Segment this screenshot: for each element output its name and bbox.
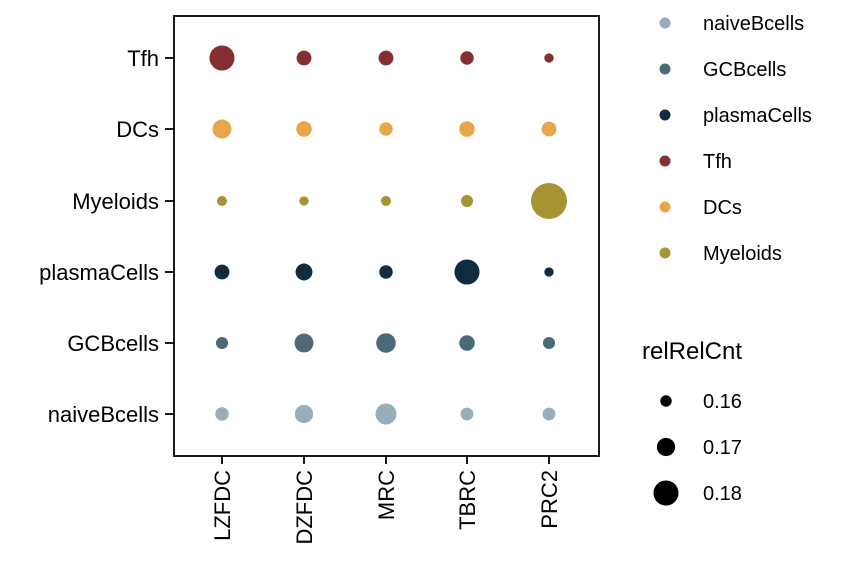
point-naivebcells-dzfdc: [294, 404, 314, 424]
legend-label-plasmacells: plasmaCells: [703, 105, 812, 127]
point-dcs-prc2: [541, 121, 557, 137]
legend-label-dcs: DCs: [703, 197, 742, 219]
size-legend-title: relRelCnt: [642, 338, 742, 365]
point-naivebcells-tbrc: [460, 407, 474, 421]
point-plasmacells-tbrc: [454, 259, 480, 285]
legend-key-myeloids: [659, 247, 671, 259]
point-myeloids-prc2: [531, 183, 567, 219]
size-key-2: [656, 437, 676, 457]
point-tfh-mrc: [378, 50, 394, 66]
legend-key-tfh: [659, 155, 671, 167]
point-gcbcells-mrc: [376, 333, 396, 353]
point-tfh-dzfdc: [296, 50, 312, 66]
point-naivebcells-mrc: [375, 403, 397, 425]
legend-label-naivebcells: naiveBcells: [703, 13, 804, 35]
point-gcbcells-tbrc: [459, 335, 475, 351]
point-myeloids-lzfdc: [216, 195, 228, 207]
point-plasmacells-dzfdc: [295, 263, 313, 281]
legend-label-myeloids: Myeloids: [703, 243, 782, 265]
point-dcs-dzfdc: [296, 121, 312, 137]
y-tick-label-gcbcells: GCBcells: [67, 331, 159, 356]
y-tick-label-dcs: DCs: [116, 117, 159, 142]
point-dcs-mrc: [379, 122, 393, 136]
size-label-3: 0.18: [703, 483, 742, 505]
point-gcbcells-prc2: [542, 336, 556, 350]
point-plasmacells-prc2: [544, 267, 554, 277]
legend-key-dcs: [659, 201, 671, 213]
size-label-1: 0.16: [703, 391, 742, 413]
point-dcs-lzfdc: [212, 119, 232, 139]
data-points: [209, 45, 567, 425]
point-gcbcells-dzfdc: [294, 333, 314, 353]
point-myeloids-dzfdc: [299, 196, 309, 206]
point-myeloids-tbrc: [460, 194, 474, 208]
size-legend: relRelCnt 0.16 0.17 0.18: [642, 338, 742, 506]
point-plasmacells-lzfdc: [214, 264, 230, 280]
y-tick-label-tfh: Tfh: [127, 46, 159, 71]
x-tick-label-lzfdc: LZFDC: [210, 470, 235, 541]
y-tick-label-plasmacells: plasmaCells: [39, 260, 159, 285]
point-dcs-tbrc: [459, 121, 475, 137]
legend-key-plasmacells: [659, 109, 671, 121]
x-tick-label-dzfdc: DZFDC: [292, 470, 317, 545]
size-key-1: [660, 395, 672, 407]
size-key-3: [653, 480, 679, 506]
x-tick-label-mrc: MRC: [374, 470, 399, 520]
size-label-2: 0.17: [703, 437, 742, 459]
color-legend: naiveBcells GCBcells plasmaCells Tfh DCs Myel…: [659, 13, 812, 265]
plot-panel: [173, 15, 600, 457]
point-tfh-tbrc: [460, 51, 474, 65]
point-plasmacells-mrc: [379, 265, 393, 279]
legend-label-tfh: Tfh: [703, 151, 732, 173]
y-axis: naiveBcells GCBcells plasmaCells Myeloids DC…: [39, 46, 174, 427]
legend-key-gcbcells: [659, 63, 671, 75]
point-myeloids-mrc: [380, 195, 392, 207]
x-tick-label-prc2: PRC2: [537, 470, 562, 529]
point-naivebcells-lzfdc: [215, 407, 229, 421]
point-naivebcells-prc2: [542, 407, 556, 421]
point-tfh-prc2: [544, 53, 554, 63]
legend-label-gcbcells: GCBcells: [703, 59, 786, 81]
y-tick-label-myeloids: Myeloids: [72, 189, 159, 214]
point-gcbcells-lzfdc: [215, 336, 229, 350]
legend-key-naivebcells: [659, 17, 671, 29]
point-tfh-lzfdc: [209, 45, 235, 71]
y-tick-label-naivebcells: naiveBcells: [48, 402, 159, 427]
x-axis: LZFDC DZFDC MRC TBRC PRC2: [210, 456, 562, 545]
x-tick-label-tbrc: TBRC: [455, 470, 480, 530]
